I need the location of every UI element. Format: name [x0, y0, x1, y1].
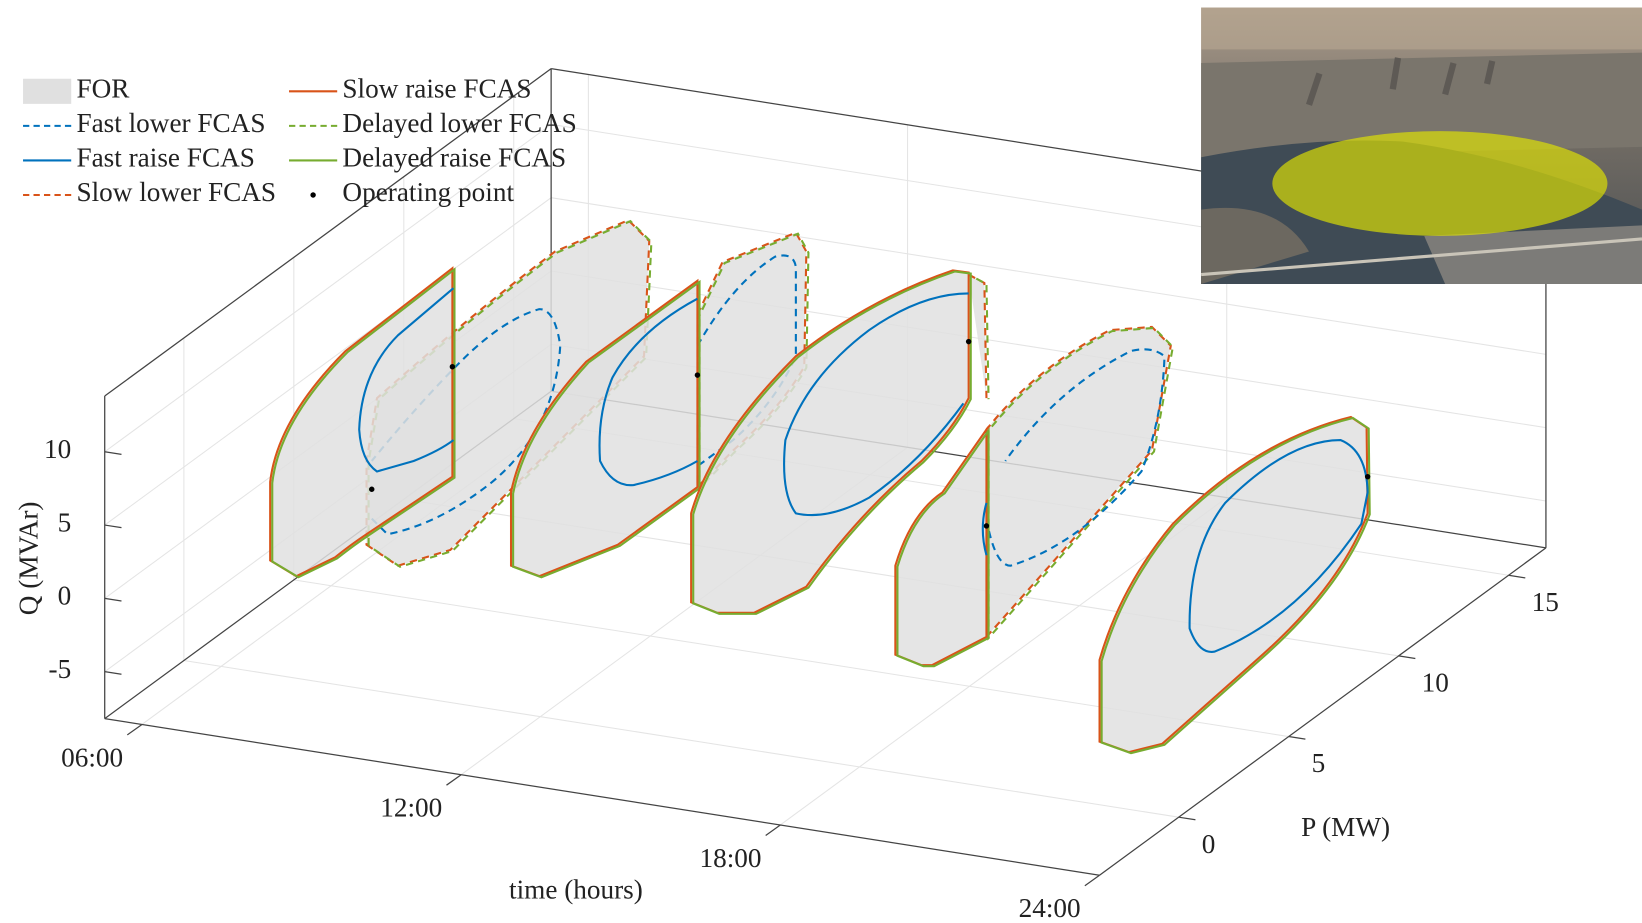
- x-tick: [126, 723, 143, 736]
- x-tick: [446, 774, 462, 786]
- z-tick-label: 10: [44, 434, 71, 464]
- z-tick: [104, 597, 122, 602]
- axis-box-edge: [104, 717, 1100, 876]
- delayed-raise-boundary: [692, 270, 972, 615]
- fast-raise-boundary: [981, 502, 988, 556]
- slow-lower-boundary: [968, 273, 988, 399]
- grid-line: [551, 197, 1547, 355]
- fast-lower-boundary: [696, 254, 797, 468]
- operating-point: [694, 372, 701, 378]
- slow-raise-boundary: [690, 269, 970, 614]
- fast-raise-boundary: [783, 292, 969, 517]
- y-tick-label: 0: [1202, 829, 1216, 859]
- slow-raise-boundary: [509, 278, 699, 578]
- legend-label: FOR: [76, 74, 130, 104]
- z-axis-label: Q (MVAr): [14, 502, 44, 616]
- grid-line: [104, 197, 552, 526]
- operating-point: [965, 338, 972, 345]
- legend-label: Fast lower FCAS: [76, 108, 265, 138]
- delayed-raise-boundary: [1100, 416, 1371, 755]
- for-region: [697, 232, 807, 488]
- slow-raise-boundary: [894, 426, 988, 667]
- y-tick: [1398, 655, 1416, 660]
- operating-point: [449, 364, 456, 370]
- slow-lower-boundary: [365, 218, 651, 567]
- legend-label: Operating point: [342, 177, 514, 207]
- operating-point: [369, 486, 375, 492]
- y-tick-label: 15: [1532, 587, 1559, 617]
- y-tick-label: 10: [1422, 667, 1449, 697]
- x-tick-label: 12:00: [380, 793, 442, 823]
- delayed-lower-boundary: [987, 326, 1174, 641]
- x-tick: [765, 824, 781, 836]
- x-tick-label: 24:00: [1019, 893, 1081, 923]
- for-region: [895, 429, 987, 666]
- fast-lower-boundary: [370, 308, 562, 536]
- photo-inset: [1201, 7, 1642, 285]
- y-tick: [1178, 816, 1196, 821]
- z-tick: [104, 524, 122, 529]
- for-region: [1099, 416, 1368, 753]
- axis-box-edge: [104, 68, 552, 397]
- x-tick-label: 18:00: [699, 843, 761, 873]
- legend-label: Fast raise FCAS: [76, 143, 254, 173]
- z-tick-label: 0: [58, 581, 72, 611]
- operating-point: [1364, 473, 1371, 480]
- fast-raise-boundary: [1188, 438, 1369, 653]
- legend-label: Slow raise FCAS: [342, 74, 531, 104]
- delayed-raise-boundary: [896, 427, 990, 668]
- z-tick: [104, 451, 122, 455]
- for-region: [270, 268, 453, 577]
- y-tick: [1508, 574, 1526, 579]
- for-region: [691, 270, 969, 613]
- for-region: [986, 326, 1171, 637]
- delayed-raise-boundary: [512, 279, 701, 579]
- grid-line: [183, 660, 1179, 818]
- legend-label: Delayed raise FCAS: [342, 143, 566, 173]
- for-region: [511, 280, 698, 577]
- fast-raise-boundary: [598, 297, 698, 487]
- z-tick-label: -5: [49, 654, 72, 684]
- axis-box-edge: [1099, 547, 1547, 876]
- fast-raise-boundary: [358, 287, 455, 473]
- slow-raise-boundary: [1098, 415, 1369, 754]
- x-axis-label: time (hours): [509, 875, 643, 905]
- delayed-lower-boundary: [970, 274, 990, 400]
- legend-label: Delayed lower FCAS: [342, 108, 576, 138]
- operating-point: [983, 523, 990, 529]
- grid-line: [104, 123, 552, 453]
- z-tick: [104, 671, 122, 675]
- delayed-raise-boundary: [271, 267, 456, 579]
- z-tick-label: 5: [58, 507, 72, 537]
- legend-swatch: [310, 192, 316, 198]
- fast-lower-boundary: [985, 348, 1166, 567]
- legend-swatch: [23, 78, 72, 104]
- x-tick-label: 06:00: [61, 742, 123, 772]
- slow-lower-boundary: [985, 325, 1172, 640]
- y-tick-label: 5: [1312, 748, 1326, 778]
- y-tick: [1288, 735, 1306, 740]
- y-axis-label: P (MW): [1301, 812, 1390, 842]
- x-tick: [1084, 874, 1100, 887]
- slow-raise-boundary: [269, 266, 454, 578]
- legend-label: Slow lower FCAS: [76, 177, 276, 207]
